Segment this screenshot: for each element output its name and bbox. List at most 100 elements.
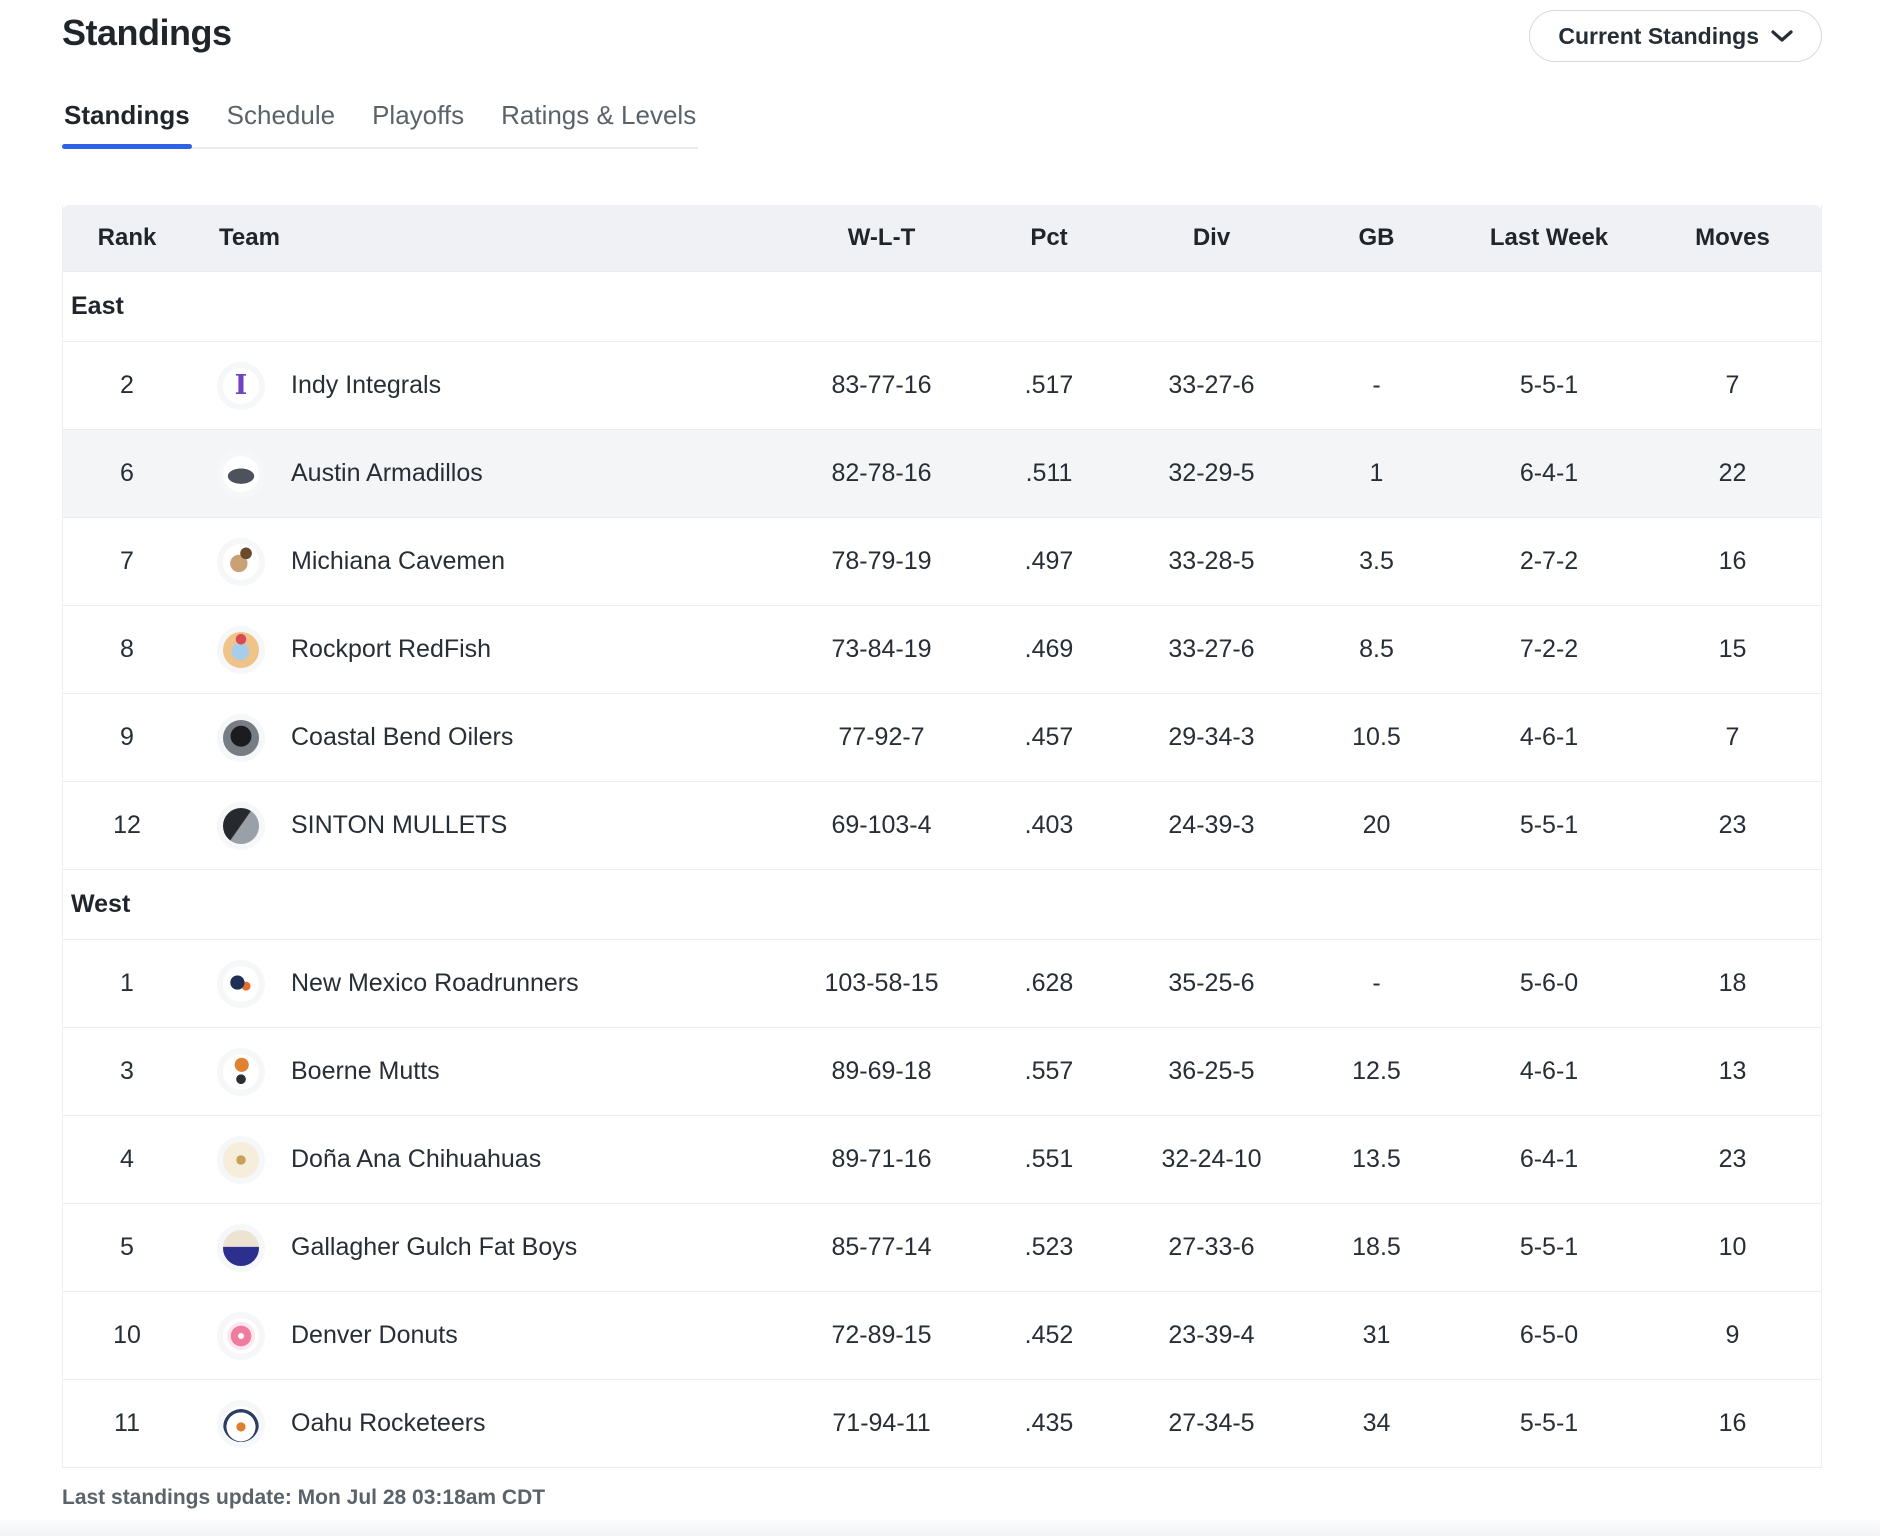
column-header-gb: GB bbox=[1358, 224, 1395, 251]
team-div-record: 27-33-6 bbox=[1168, 1233, 1255, 1261]
team-wlt: 77-92-7 bbox=[838, 723, 925, 751]
tab-bar: Standings Schedule Playoffs Ratings & Le… bbox=[62, 100, 1822, 149]
team-last-week: 6-4-1 bbox=[1519, 459, 1579, 487]
team-last-week: 5-5-1 bbox=[1519, 1233, 1579, 1261]
team-gb: 34 bbox=[1362, 1409, 1391, 1437]
tab-schedule[interactable]: Schedule bbox=[226, 100, 336, 130]
division-section-header: West bbox=[63, 869, 1821, 939]
team-wlt: 103-58-15 bbox=[824, 969, 939, 997]
table-row: 3 Boerne Mutts 89-69-18 .557 36-25-5 12.… bbox=[63, 1027, 1821, 1115]
table-row: 12 SINTON MULLETS 69-103-4 .403 24-39-3 … bbox=[63, 781, 1821, 869]
team-gb: 13.5 bbox=[1352, 1145, 1401, 1173]
denver-donuts-logo[interactable] bbox=[217, 1311, 265, 1360]
team-name-link[interactable]: Gallagher Gulch Fat Boys bbox=[291, 1233, 578, 1261]
last-update-text: Last standings update: Mon Jul 28 03:18a… bbox=[62, 1486, 546, 1509]
team-rank: 8 bbox=[120, 635, 134, 663]
team-logo-glyph: I bbox=[234, 370, 248, 401]
team-div-record: 32-29-5 bbox=[1168, 459, 1255, 487]
coastal-bend-oilers-logo[interactable] bbox=[217, 713, 265, 762]
team-moves: 23 bbox=[1718, 1145, 1747, 1173]
team-name-link[interactable]: Doña Ana Chihuahuas bbox=[291, 1145, 542, 1173]
dona-ana-chihuahuas-logo[interactable] bbox=[217, 1135, 265, 1184]
gallagher-gulch-fat-boys-logo[interactable] bbox=[217, 1223, 265, 1272]
team-rank: 3 bbox=[120, 1057, 134, 1085]
page-bottom-divider bbox=[0, 1520, 1880, 1536]
team-moves: 23 bbox=[1718, 811, 1747, 839]
oahu-rocketeers-logo[interactable] bbox=[217, 1399, 265, 1448]
current-standings-selector[interactable]: Current Standings bbox=[1529, 10, 1822, 62]
team-pct: .551 bbox=[1024, 1145, 1074, 1173]
indy-integrals-logo[interactable]: I bbox=[217, 361, 265, 410]
team-div-record: 23-39-4 bbox=[1168, 1321, 1255, 1349]
team-rank: 11 bbox=[114, 1409, 140, 1437]
team-rank: 7 bbox=[120, 547, 134, 575]
team-name-link[interactable]: Oahu Rocketeers bbox=[291, 1409, 486, 1437]
team-gb: 8.5 bbox=[1359, 635, 1394, 663]
sinton-mullets-logo[interactable] bbox=[217, 801, 265, 850]
team-moves: 18 bbox=[1718, 969, 1747, 997]
team-pct: .517 bbox=[1024, 371, 1074, 399]
tab-ratings-levels[interactable]: Ratings & Levels bbox=[501, 100, 697, 130]
table-row: 10 Denver Donuts 72-89-15 .452 23-39-4 3… bbox=[63, 1291, 1821, 1379]
team-name-link[interactable]: Rockport RedFish bbox=[291, 635, 492, 663]
team-div-record: 36-25-5 bbox=[1168, 1057, 1255, 1085]
team-rank: 5 bbox=[120, 1233, 134, 1261]
team-wlt: 85-77-14 bbox=[831, 1233, 932, 1261]
team-name-link[interactable]: Coastal Bend Oilers bbox=[291, 723, 514, 751]
team-cell: Boerne Mutts bbox=[191, 1047, 789, 1096]
team-moves: 16 bbox=[1718, 547, 1747, 575]
team-name-link[interactable]: SINTON MULLETS bbox=[291, 811, 508, 839]
team-pct: .523 bbox=[1024, 1233, 1074, 1261]
team-moves: 7 bbox=[1725, 723, 1740, 751]
team-wlt: 73-84-19 bbox=[831, 635, 932, 663]
team-gb: 12.5 bbox=[1352, 1057, 1401, 1085]
table-row: 7 Michiana Cavemen 78-79-19 .497 33-28-5… bbox=[63, 517, 1821, 605]
page-header: Standings Current Standings bbox=[62, 10, 1822, 62]
team-last-week: 5-5-1 bbox=[1519, 371, 1579, 399]
team-last-week: 4-6-1 bbox=[1519, 1057, 1579, 1085]
team-cell: I Indy Integrals bbox=[191, 361, 789, 410]
team-cell: Denver Donuts bbox=[191, 1311, 789, 1360]
team-wlt: 83-77-16 bbox=[831, 371, 932, 399]
new-mexico-roadrunners-logo[interactable] bbox=[217, 959, 265, 1008]
column-header-team: Team bbox=[219, 224, 280, 251]
tab-list: Standings Schedule Playoffs Ratings & Le… bbox=[62, 100, 699, 149]
team-cell: Rockport RedFish bbox=[191, 625, 789, 674]
team-name-link[interactable]: Indy Integrals bbox=[291, 371, 442, 399]
team-gb: 31 bbox=[1362, 1321, 1391, 1349]
team-moves: 10 bbox=[1718, 1233, 1747, 1261]
team-rank: 4 bbox=[120, 1145, 134, 1173]
team-rank: 10 bbox=[113, 1321, 141, 1349]
team-wlt: 78-79-19 bbox=[831, 547, 932, 575]
team-div-record: 29-34-3 bbox=[1168, 723, 1255, 751]
team-pct: .511 bbox=[1025, 459, 1073, 487]
team-cell: Doña Ana Chihuahuas bbox=[191, 1135, 789, 1184]
team-wlt: 89-71-16 bbox=[831, 1145, 932, 1173]
team-gb: - bbox=[1372, 371, 1381, 399]
team-gb: 20 bbox=[1362, 811, 1391, 839]
team-moves: 16 bbox=[1718, 1409, 1747, 1437]
team-last-week: 5-5-1 bbox=[1519, 1409, 1579, 1437]
team-name-link[interactable]: New Mexico Roadrunners bbox=[291, 969, 579, 997]
team-gb: 10.5 bbox=[1352, 723, 1401, 751]
boerne-mutts-logo[interactable] bbox=[217, 1047, 265, 1096]
austin-armadillos-logo[interactable] bbox=[217, 449, 265, 498]
table-row: 6 Austin Armadillos 82-78-16 .511 32-29-… bbox=[63, 429, 1821, 517]
tab-standings[interactable]: Standings bbox=[62, 100, 192, 149]
team-cell: Austin Armadillos bbox=[191, 449, 789, 498]
standings-table: Rank Team W-L-T Pct Div GB Last Week Mov… bbox=[62, 205, 1822, 1468]
tab-playoffs[interactable]: Playoffs bbox=[372, 100, 465, 130]
division-section-header: East bbox=[63, 271, 1821, 341]
table-row: 1 New Mexico Roadrunners 103-58-15 .628 … bbox=[63, 939, 1821, 1027]
team-rank: 6 bbox=[120, 459, 134, 487]
team-rank: 9 bbox=[120, 723, 134, 751]
team-name-link[interactable]: Michiana Cavemen bbox=[291, 547, 505, 575]
table-row: 5 Gallagher Gulch Fat Boys 85-77-14 .523… bbox=[63, 1203, 1821, 1291]
michiana-cavemen-logo[interactable] bbox=[217, 537, 265, 586]
team-wlt: 69-103-4 bbox=[831, 811, 932, 839]
team-rank: 1 bbox=[120, 969, 134, 997]
team-name-link[interactable]: Denver Donuts bbox=[291, 1321, 458, 1349]
rockport-redfish-logo[interactable] bbox=[217, 625, 265, 674]
team-name-link[interactable]: Boerne Mutts bbox=[291, 1057, 440, 1085]
team-name-link[interactable]: Austin Armadillos bbox=[291, 459, 483, 487]
